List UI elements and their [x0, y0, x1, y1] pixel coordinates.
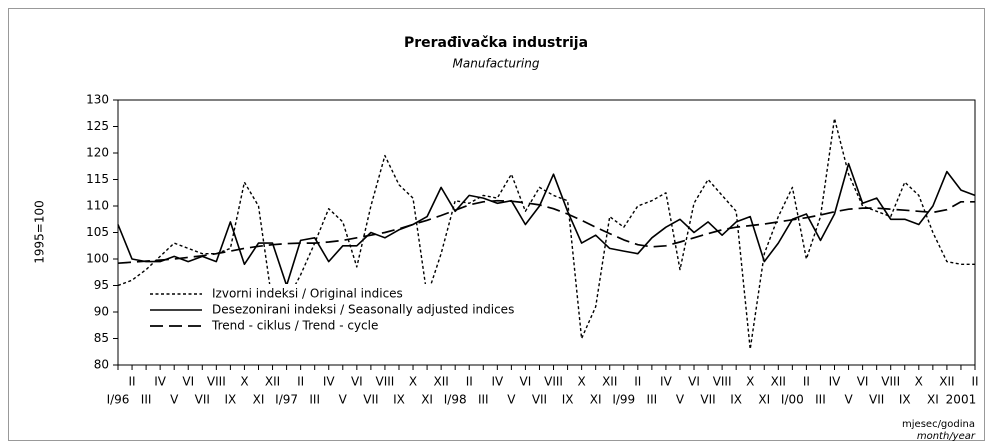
- y-tick-label: 130: [86, 93, 109, 107]
- x-tick-label: XII: [602, 375, 617, 389]
- x-tick-label: IV: [660, 375, 673, 389]
- x-tick-label: II: [803, 375, 810, 389]
- y-tick-label: 115: [86, 172, 109, 186]
- x-tick-label: VII: [195, 393, 210, 407]
- x-tick-label: VIII: [376, 375, 395, 389]
- frame: [8, 8, 985, 441]
- x-tick-label: VII: [363, 393, 378, 407]
- x-axis-label-en: month/year: [917, 431, 976, 442]
- y-tick-label: 100: [86, 252, 109, 266]
- x-tick-label: IV: [154, 375, 167, 389]
- x-tick-label: X: [409, 375, 417, 389]
- x-tick-label: IX: [562, 393, 574, 407]
- y-tick-label: 125: [86, 119, 109, 133]
- x-tick-label: XI: [590, 393, 602, 407]
- x-tick-label: II: [129, 375, 136, 389]
- y-tick-label: 90: [94, 305, 109, 319]
- y-tick-label: 95: [94, 278, 109, 292]
- x-tick-label: II: [466, 375, 473, 389]
- x-tick-label: II: [971, 375, 978, 389]
- x-axis-label: mjesec/godina: [902, 419, 975, 430]
- x-tick-label: I/00: [781, 393, 804, 407]
- y-tick-label: 110: [86, 199, 109, 213]
- series-line: [117, 162, 976, 287]
- y-axis-label: 1995=100: [33, 200, 47, 264]
- x-tick-label: VI: [688, 375, 700, 389]
- x-tick-label: VI: [520, 375, 532, 389]
- x-tick-label: I/98: [444, 393, 467, 407]
- x-tick-label: I/99: [612, 393, 635, 407]
- x-tick-label: VIII: [881, 375, 900, 389]
- legend-label: Desezonirani indeksi / Seasonally adjust…: [212, 303, 514, 317]
- x-tick-label: IV: [491, 375, 504, 389]
- x-tick-label: IV: [323, 375, 336, 389]
- x-tick-label: IX: [225, 393, 237, 407]
- x-tick-label: IV: [829, 375, 842, 389]
- chart-title: Prerađivačka industrija: [404, 35, 588, 51]
- x-tick-label: IX: [393, 393, 405, 407]
- x-tick-label: X: [915, 375, 923, 389]
- y-tick-label: 105: [86, 225, 109, 239]
- x-tick-label: III: [309, 393, 320, 407]
- x-tick-label: VI: [182, 375, 194, 389]
- x-tick-label: XII: [265, 375, 280, 389]
- x-tick-label: XII: [433, 375, 448, 389]
- x-tick-label: IX: [899, 393, 911, 407]
- x-tick-label: X: [240, 375, 248, 389]
- x-tick-label: VII: [532, 393, 547, 407]
- x-tick-label: III: [478, 393, 489, 407]
- y-tick-label: 120: [86, 146, 109, 160]
- x-tick-label: V: [339, 393, 348, 407]
- legend-label: Trend - ciklus / Trend - cycle: [211, 319, 378, 333]
- x-tick-label: VI: [351, 375, 363, 389]
- x-tick-label: I/97: [275, 393, 298, 407]
- x-tick-label: I/96: [107, 393, 130, 407]
- y-tick-label: 80: [94, 358, 109, 372]
- x-tick-label: 2001: [946, 393, 977, 407]
- x-tick-label: XI: [927, 393, 939, 407]
- x-tick-label: V: [507, 393, 516, 407]
- x-tick-label: VIII: [713, 375, 732, 389]
- x-tick-label: V: [170, 393, 179, 407]
- x-tick-label: V: [844, 393, 853, 407]
- x-tick-label: X: [578, 375, 586, 389]
- legend-label: Izvorni indeksi / Original indices: [212, 287, 403, 301]
- x-tick-label: VI: [857, 375, 869, 389]
- x-tick-label: IX: [730, 393, 742, 407]
- legend-box: [144, 284, 524, 336]
- y-tick-label: 85: [94, 331, 109, 345]
- x-tick-label: VII: [700, 393, 715, 407]
- x-tick-label: XI: [253, 393, 265, 407]
- x-tick-label: X: [746, 375, 754, 389]
- series-line: [117, 199, 975, 265]
- x-tick-label: XII: [939, 375, 954, 389]
- x-tick-label: XI: [421, 393, 433, 407]
- x-tick-label: VIII: [207, 375, 226, 389]
- x-tick-label: VII: [869, 393, 884, 407]
- x-tick-label: II: [634, 375, 641, 389]
- x-tick-label: V: [676, 393, 685, 407]
- x-tick-label: III: [647, 393, 658, 407]
- x-tick-label: II: [297, 375, 304, 389]
- chart-subtitle: Manufacturing: [453, 57, 540, 71]
- x-tick-label: VIII: [544, 375, 563, 389]
- x-tick-label: III: [141, 393, 152, 407]
- x-tick-label: III: [815, 393, 826, 407]
- x-tick-label: XII: [771, 375, 786, 389]
- x-tick-label: XI: [758, 393, 770, 407]
